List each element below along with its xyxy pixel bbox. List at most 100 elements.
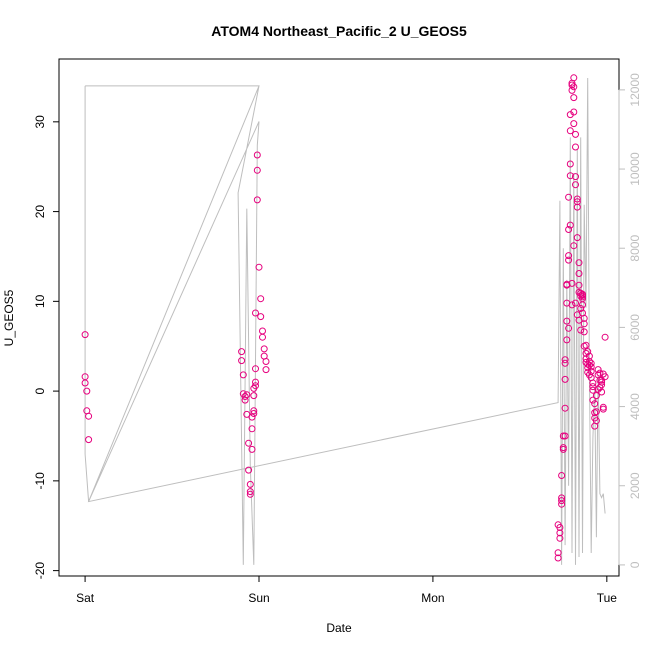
data-point [561,404,569,412]
right-axis: 0 2000 4000 6000 8000 10000 12000 [618,73,642,568]
x-tick-label: Tue [597,591,618,605]
data-point [563,280,571,288]
x-tick-label: Sat [76,591,95,605]
data-point [246,488,254,496]
data-point [565,256,573,264]
y-tick-label: 10 [33,294,47,308]
data-point [253,166,261,174]
data-point [561,432,569,440]
data-point [596,369,604,377]
data-point [570,94,578,102]
data-point [558,494,566,502]
data-point [572,173,579,181]
data-point [580,342,588,350]
data-point [241,393,249,400]
data-point [575,288,583,296]
data-point [573,198,581,206]
data-point [257,313,265,321]
data-point [598,378,606,386]
data-point [568,301,576,309]
data-point [592,392,600,400]
data-point [580,328,588,336]
data-point [248,413,256,421]
data-point [561,375,569,383]
data-point [81,331,89,339]
data-point [598,388,606,396]
data-point [591,400,599,408]
y-tick-label: 20 [33,205,47,219]
data-point [587,359,595,367]
data-point [570,108,578,116]
y-tick-label: -20 [33,562,47,580]
data-point [245,466,253,474]
data-point [246,480,254,488]
data-point [573,203,581,211]
x-tick-label: Sun [248,591,269,605]
data-point [585,352,593,360]
y-axis-label: U_GEOS5 [2,289,16,346]
data-point [558,472,566,479]
right-axis-tick-label: 6000 [628,314,642,341]
data-point [85,436,93,444]
data-point [246,490,254,498]
data-point [558,497,566,505]
data-point [563,336,571,344]
data-point [561,359,569,367]
data-point [554,554,562,562]
data-point [556,524,564,531]
data-point [252,309,259,317]
data-point [577,305,585,312]
data-point [252,382,259,390]
data-point [253,151,261,159]
y-tick-label: 0 [33,387,47,394]
data-point [248,445,256,453]
x-axis: Sat Sun Mon Tue [76,575,618,605]
data-point [239,371,247,379]
data-point [575,270,583,277]
data-point [570,242,578,250]
right-axis-tick-label: 8000 [628,235,642,262]
data-point [592,408,600,416]
data-point [238,357,246,365]
chart-title: ATOM4 Northeast_Pacific_2 U_GEOS5 [211,23,467,39]
data-point [579,301,586,309]
data-point [573,195,581,203]
data-point [575,281,583,289]
data-point [556,534,564,542]
data-point [250,392,258,400]
data-point [554,549,562,557]
data-point [570,120,578,128]
data-point [568,86,576,94]
data-point [257,295,265,303]
data-point [566,172,574,180]
data-point [250,410,258,417]
data-point [598,381,606,389]
data-point [566,127,574,135]
data-point [599,405,607,413]
data-point [243,391,251,399]
data-point [83,387,91,395]
data-point [599,370,607,378]
data-point [575,259,583,267]
data-point [248,425,256,433]
data-point [573,234,581,242]
data-point [570,74,578,82]
data-point [253,196,261,204]
right-axis-tick-label: 0 [628,561,642,568]
data-point [260,345,268,353]
data-point [572,130,579,138]
data-point [579,290,586,298]
right-axis-tick-label: 2000 [628,472,642,499]
data-point [262,366,270,374]
data-point [577,326,585,334]
data-point [589,396,597,404]
right-axis-tick-label: 10000 [628,152,642,186]
data-point [568,279,576,287]
y-tick-label: 30 [33,115,47,129]
x-axis-label: Date [326,621,352,635]
data-point [572,143,579,151]
data-point [238,348,246,356]
data-point [252,365,259,373]
